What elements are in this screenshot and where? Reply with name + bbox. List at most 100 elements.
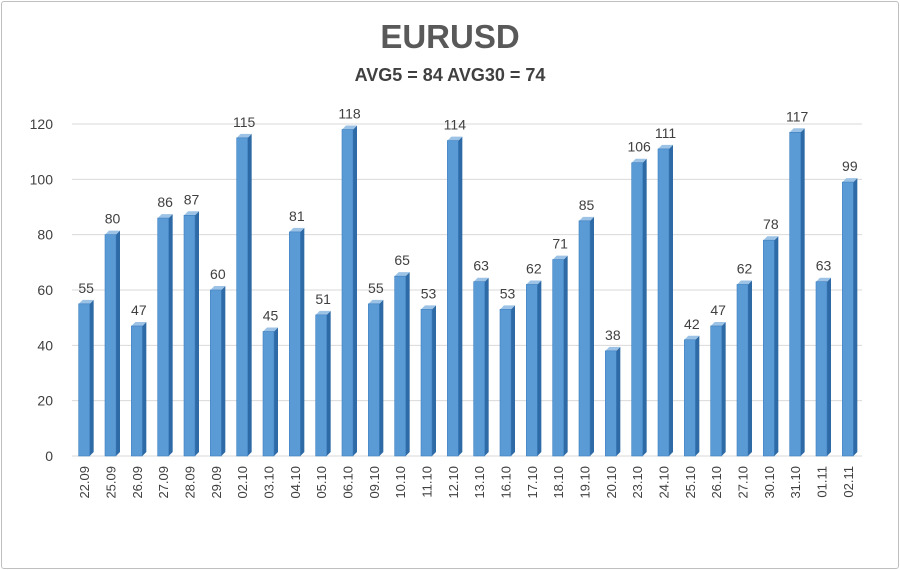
bar-top <box>421 305 436 310</box>
bar-top <box>552 255 568 260</box>
bar-side <box>326 310 331 456</box>
bar-side <box>511 305 515 456</box>
gridlines <box>72 123 862 457</box>
bar-top <box>737 280 752 285</box>
data-label: 99 <box>842 158 858 174</box>
data-label: 45 <box>263 308 279 324</box>
data-label: 63 <box>473 258 489 274</box>
bar-front <box>578 220 591 457</box>
y-axis-ticks: 0 20 40 60 80 100 120 <box>30 116 54 464</box>
bar-side <box>195 211 199 456</box>
bar-front <box>315 314 327 457</box>
bar-side <box>405 272 410 456</box>
chart-subtitle: AVG5 = 84 AVG30 = 74 <box>354 65 546 85</box>
y-tick-label: 80 <box>37 227 53 243</box>
data-label: 87 <box>184 191 200 207</box>
bar-top <box>263 327 278 332</box>
bar-side <box>379 299 384 456</box>
bar <box>447 136 463 457</box>
bar <box>684 335 700 457</box>
bar-side <box>274 327 278 456</box>
data-label: 81 <box>289 208 305 224</box>
bar-front <box>447 140 459 457</box>
bar-top <box>78 299 94 304</box>
bar <box>842 178 858 457</box>
bar-front <box>420 309 433 457</box>
x-tick-label: 23.10 <box>630 466 645 499</box>
bar-top <box>526 280 542 285</box>
bar-front <box>815 281 828 457</box>
bar-side <box>116 230 120 456</box>
bar-front <box>131 325 143 457</box>
bar <box>815 277 831 457</box>
bar <box>262 327 278 457</box>
x-tick-label: 22.09 <box>77 466 92 499</box>
bar <box>552 255 568 457</box>
bar-side <box>590 216 594 456</box>
bar <box>289 227 305 457</box>
bar <box>368 299 384 457</box>
bar <box>473 277 489 457</box>
bar-top <box>658 144 673 149</box>
x-tick-label: 06.10 <box>341 466 356 499</box>
data-label: 62 <box>737 260 753 276</box>
bar-side <box>353 125 357 457</box>
data-label: 111 <box>655 125 676 141</box>
bar-top <box>500 305 515 310</box>
bar-side <box>695 335 700 456</box>
data-label: 78 <box>763 216 779 232</box>
bar-front <box>526 284 538 457</box>
x-tick-label: 31.10 <box>788 466 803 499</box>
bar-side <box>458 136 463 456</box>
bar-side <box>748 280 752 456</box>
bar-top <box>816 277 831 282</box>
bar-top <box>579 216 594 221</box>
bar-side <box>247 133 252 457</box>
x-tick-label: 20.10 <box>604 466 619 499</box>
data-label: 53 <box>500 285 516 301</box>
data-label: 63 <box>816 258 832 274</box>
bar <box>420 305 436 457</box>
bar <box>104 230 120 457</box>
bar-front <box>210 289 222 457</box>
bar-top <box>447 136 463 141</box>
bar-top <box>157 214 173 219</box>
x-tick-label: 11.10 <box>420 466 435 498</box>
x-tick-label: 09.10 <box>367 466 382 499</box>
x-tick-label: 30.10 <box>762 466 777 499</box>
x-tick-label: 28.09 <box>183 466 198 499</box>
bar-front <box>710 325 722 457</box>
bar-top <box>368 299 384 304</box>
y-tick-label: 0 <box>45 448 53 464</box>
data-label: 71 <box>552 236 568 252</box>
bar <box>157 214 173 457</box>
bar-front <box>368 303 380 457</box>
bar-side <box>537 280 542 456</box>
data-label: 86 <box>157 194 173 210</box>
bar-side <box>616 346 621 456</box>
y-tick-label: 60 <box>37 282 53 298</box>
bar-side <box>642 158 647 456</box>
bar-side <box>300 227 305 456</box>
data-label: 118 <box>338 106 361 122</box>
bar-top <box>289 227 305 232</box>
x-tick-label: 12.10 <box>446 466 461 499</box>
data-label: 47 <box>131 302 147 318</box>
bar-top <box>473 277 489 282</box>
bar-front <box>552 259 564 457</box>
bar-front <box>842 181 854 457</box>
data-label: 60 <box>210 266 226 282</box>
bar-front <box>684 339 696 457</box>
bar-front <box>736 284 749 457</box>
x-tick-label: 27.09 <box>156 466 171 499</box>
data-label: 114 <box>444 117 467 133</box>
data-label: 85 <box>579 197 595 213</box>
bar-top <box>842 178 858 183</box>
x-tick-label: 05.10 <box>314 466 329 499</box>
bar-front <box>657 148 670 457</box>
x-tick-label: 25.10 <box>683 466 698 499</box>
x-tick-label: 24.10 <box>657 466 672 499</box>
bar-front <box>631 162 643 457</box>
bar <box>341 125 357 457</box>
